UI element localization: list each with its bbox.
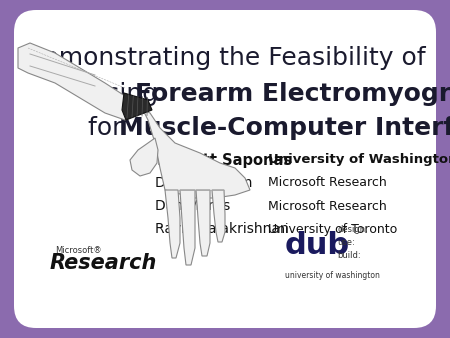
Polygon shape <box>212 190 225 242</box>
Text: design:
use:
build:: design: use: build: <box>337 224 368 260</box>
Text: Muscle-Computer Interfaces: Muscle-Computer Interfaces <box>119 116 450 140</box>
Polygon shape <box>196 190 210 256</box>
Text: Demonstrating the Feasibility of: Demonstrating the Feasibility of <box>24 46 426 70</box>
Text: University of Toronto: University of Toronto <box>268 222 397 236</box>
Polygon shape <box>143 110 250 198</box>
Text: Microsoft Research: Microsoft Research <box>268 199 387 213</box>
Text: Microsoft Research: Microsoft Research <box>268 176 387 190</box>
Text: Research: Research <box>50 253 158 273</box>
Text: University of Washington: University of Washington <box>268 153 450 167</box>
Text: university of washington: university of washington <box>285 271 380 280</box>
Text: Ravin Balakrishnan: Ravin Balakrishnan <box>155 222 289 236</box>
Text: Microsoft®: Microsoft® <box>55 246 102 255</box>
Polygon shape <box>165 190 180 258</box>
Text: Desney S. Tan: Desney S. Tan <box>155 176 252 190</box>
Text: Dan Morris: Dan Morris <box>155 199 230 213</box>
Text: dub: dub <box>285 231 350 260</box>
Polygon shape <box>18 43 145 120</box>
Polygon shape <box>180 190 195 265</box>
Text: Using: Using <box>88 82 166 106</box>
Text: for: for <box>88 116 130 140</box>
Text: Forearm Electromyography: Forearm Electromyography <box>135 82 450 106</box>
Text: T. Scott Saponas: T. Scott Saponas <box>155 152 292 168</box>
Polygon shape <box>130 138 158 176</box>
FancyBboxPatch shape <box>14 10 436 328</box>
Polygon shape <box>122 93 152 120</box>
